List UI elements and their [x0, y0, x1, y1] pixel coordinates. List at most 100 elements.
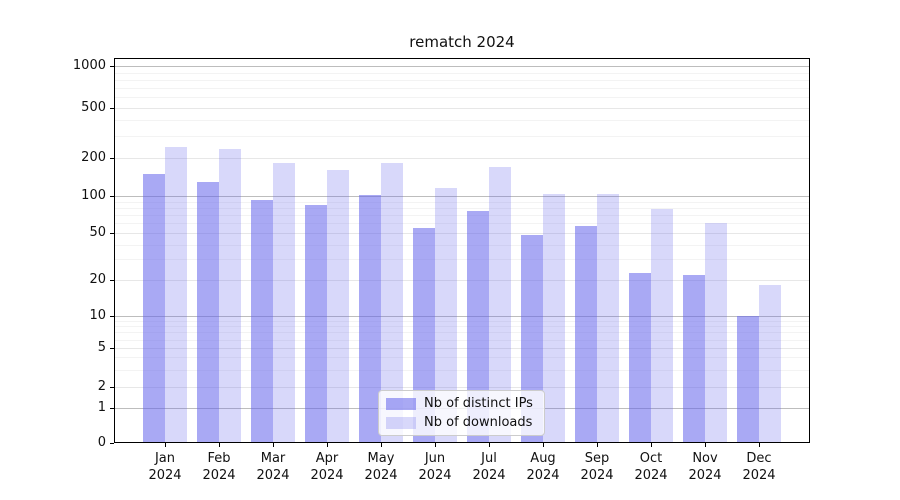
y-tick-mark	[110, 280, 114, 281]
y-tick-label: 10	[89, 308, 106, 323]
y-tick-label: 0	[97, 435, 106, 450]
bar-downloads-feb	[219, 149, 241, 443]
gridline	[114, 108, 810, 110]
chart-title: rematch 2024	[409, 33, 515, 51]
bars-layer	[114, 58, 810, 443]
y-tick-label: 200	[81, 150, 106, 166]
x-tick-label: Apr 2024	[310, 451, 344, 483]
legend: Nb of distinct IPs Nb of downloads	[378, 390, 545, 436]
y-tick-mark	[110, 386, 114, 388]
y-tick-label: 1	[97, 400, 106, 416]
bar-downloads-jun	[435, 188, 457, 443]
x-tick-label: Mar 2024	[256, 451, 290, 483]
gridline-minor	[114, 207, 810, 209]
bar-downloads-may	[381, 162, 403, 443]
bar-distinct-ips-sep	[575, 226, 597, 443]
x-tick-mark	[165, 443, 166, 447]
y-tick-label: 20	[89, 272, 106, 287]
gridline-minor	[114, 201, 810, 203]
x-tick-label: Jan 2024	[148, 451, 182, 483]
bar-downloads-apr	[327, 170, 349, 443]
bar-distinct-ips-jul	[467, 211, 489, 443]
x-tick-label: Feb 2024	[202, 451, 236, 483]
gridline-minor	[114, 326, 810, 328]
gridline-minor	[114, 332, 810, 334]
x-tick-label: Aug 2024	[526, 451, 560, 483]
y-tick-mark	[110, 348, 114, 349]
gridline-minor	[114, 120, 810, 122]
gridline	[114, 158, 810, 160]
y-tick-mark	[110, 108, 114, 110]
legend-swatch-distinct-ips	[386, 397, 416, 410]
bar-distinct-ips-apr	[305, 205, 327, 443]
y-tick-label: 500	[81, 100, 106, 116]
gridline	[114, 280, 810, 281]
y-tick-mark	[110, 66, 114, 68]
gridline-minor	[114, 215, 810, 217]
bar-distinct-ips-may	[359, 194, 381, 443]
legend-label-downloads: Nb of downloads	[424, 415, 533, 430]
gridline-minor	[114, 369, 810, 371]
bar-downloads-jan	[165, 146, 187, 443]
plot-area: Nb of distinct IPs Nb of downloads	[114, 58, 810, 443]
legend-item-downloads: Nb of downloads	[386, 416, 537, 429]
legend-item-distinct-ips: Nb of distinct IPs	[386, 397, 537, 410]
y-tick-mark	[110, 443, 114, 444]
x-tick-mark	[651, 443, 652, 447]
gridline-minor	[114, 223, 810, 225]
gridline-minor	[114, 97, 810, 99]
x-tick-label: Jun 2024	[418, 451, 452, 483]
bar-downloads-mar	[273, 162, 295, 443]
gridline	[114, 66, 810, 68]
gridline-minor	[114, 136, 810, 138]
gridline-minor	[114, 339, 810, 341]
y-tick-mark	[110, 158, 114, 160]
y-tick-mark	[110, 316, 114, 317]
bar-distinct-ips-jun	[413, 228, 435, 443]
gridline	[114, 386, 810, 388]
x-tick-mark	[543, 443, 544, 447]
x-tick-mark	[597, 443, 598, 447]
x-tick-mark	[489, 443, 490, 447]
gridline-minor	[114, 87, 810, 89]
y-tick-mark	[110, 233, 114, 235]
gridline-minor	[114, 357, 810, 359]
gridline	[114, 233, 810, 235]
x-tick-mark	[381, 443, 382, 447]
bar-downloads-sep	[597, 194, 619, 443]
y-tick-mark	[110, 196, 114, 197]
gridline-minor	[114, 79, 810, 81]
bar-distinct-ips-mar	[251, 199, 273, 443]
y-tick-label: 2	[97, 378, 106, 394]
gridline	[114, 196, 810, 197]
x-tick-mark	[327, 443, 328, 447]
x-tick-mark	[273, 443, 274, 447]
y-tick-label: 100	[81, 188, 106, 203]
x-tick-label: Dec 2024	[742, 451, 776, 483]
bar-distinct-ips-dec	[737, 316, 759, 443]
y-tick-mark	[110, 408, 114, 410]
x-tick-label: May 2024	[364, 451, 398, 483]
y-tick-label: 5	[97, 340, 106, 355]
gridline-minor	[114, 72, 810, 74]
gridline	[114, 316, 810, 317]
y-tick-label: 50	[89, 225, 106, 241]
x-tick-mark	[435, 443, 436, 447]
gridline-minor	[114, 259, 810, 261]
y-tick-label: 1000	[72, 58, 106, 74]
gridline-minor	[114, 244, 810, 246]
bar-downloads-jul	[489, 166, 511, 443]
legend-label-distinct-ips: Nb of distinct IPs	[424, 396, 533, 411]
bar-distinct-ips-oct	[629, 272, 651, 443]
bar-distinct-ips-jan	[143, 173, 165, 443]
bar-downloads-dec	[759, 285, 781, 443]
legend-swatch-downloads	[386, 416, 416, 429]
x-tick-mark	[705, 443, 706, 447]
x-tick-label: Oct 2024	[634, 451, 668, 483]
gridline	[114, 348, 810, 349]
x-tick-label: Sep 2024	[580, 451, 614, 483]
bar-downloads-nov	[705, 222, 727, 443]
x-tick-label: Nov 2024	[688, 451, 722, 483]
x-tick-label: Jul 2024	[472, 451, 506, 483]
